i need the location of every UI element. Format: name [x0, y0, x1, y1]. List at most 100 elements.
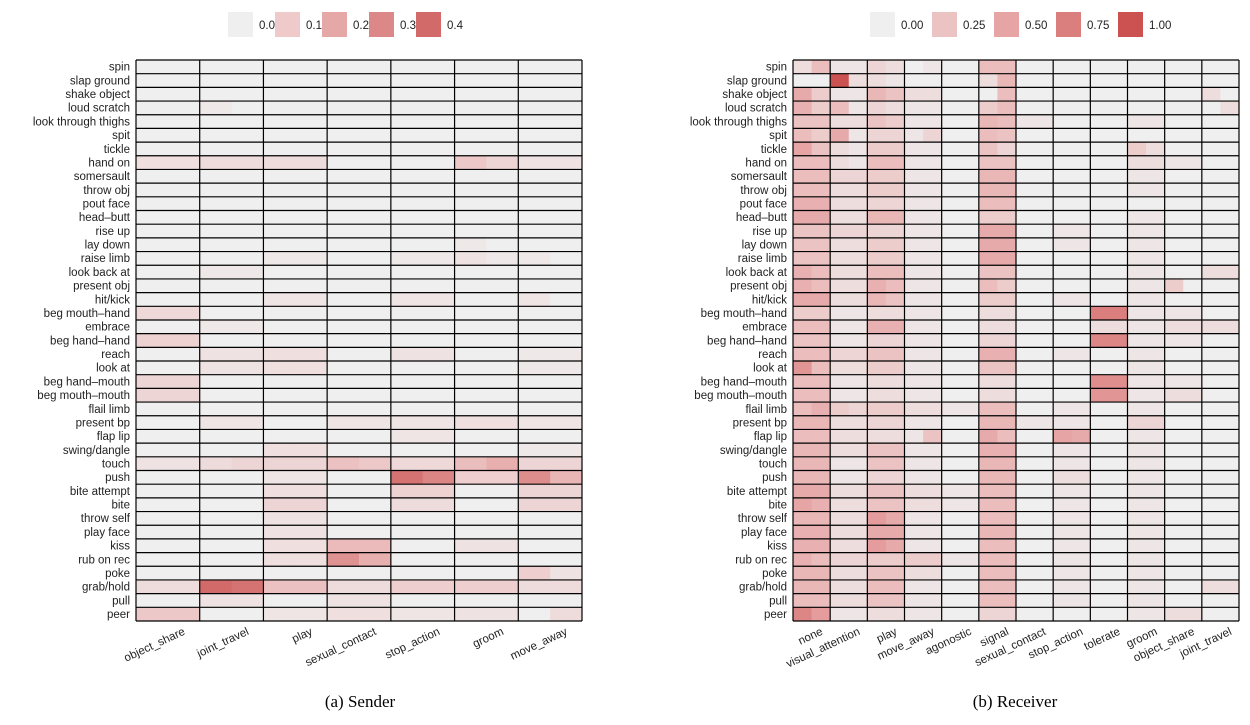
heatmap-cell: [295, 87, 328, 102]
heatmap-cell: [550, 73, 583, 88]
heatmap-cell: [904, 319, 924, 335]
heatmap-cell: [978, 538, 998, 553]
panel-caption: (a) Sender: [325, 692, 396, 711]
heatmap-cell: [1108, 251, 1128, 266]
heatmap-cell: [518, 443, 551, 458]
heatmap-cell: [885, 183, 905, 198]
heatmap-cell: [295, 292, 328, 307]
heatmap-cell: [1108, 525, 1128, 540]
heatmap-cell: [390, 607, 424, 622]
heatmap-cell: [359, 484, 392, 499]
heatmap-cell: [390, 60, 424, 75]
row-label: rise up: [95, 226, 130, 238]
heatmap-cell: [1108, 443, 1128, 458]
heatmap-cell: [867, 525, 887, 540]
heatmap-cell: [518, 374, 551, 389]
heatmap-cell: [1183, 579, 1203, 595]
heatmap-cell: [136, 347, 169, 362]
heatmap-cell: [848, 101, 868, 116]
legend-swatch: [369, 12, 394, 37]
heatmap-cell: [199, 224, 232, 239]
heatmap-cell: [1183, 183, 1203, 198]
heatmap-cell: [960, 101, 980, 116]
heatmap-cell: [1146, 210, 1166, 225]
heatmap-cell: [904, 87, 924, 102]
heatmap-cell: [486, 538, 519, 553]
heatmap-cell: [997, 388, 1017, 403]
heatmap-cell: [422, 60, 455, 75]
heatmap-cell: [848, 443, 868, 458]
heatmap-cell: [811, 278, 831, 294]
heatmap-cell: [136, 237, 169, 252]
heatmap-cell: [1016, 388, 1035, 403]
heatmap-cell: [422, 265, 455, 280]
heatmap-cell: [1016, 552, 1035, 567]
heatmap-cell: [136, 142, 169, 157]
heatmap-cell: [1127, 388, 1147, 403]
heatmap-cell: [136, 319, 169, 335]
heatmap-cell: [1220, 443, 1240, 458]
heatmap-cell: [793, 497, 812, 512]
heatmap-cell: [486, 374, 519, 389]
heatmap-cell: [1201, 319, 1221, 335]
heatmap-cell: [518, 525, 551, 540]
heatmap-cell: [454, 306, 487, 321]
heatmap-cell: [295, 579, 328, 595]
heatmap-cell: [1220, 87, 1240, 102]
heatmap-cell: [1201, 278, 1221, 294]
heatmap-cell: [550, 374, 583, 389]
heatmap-cell: [359, 73, 392, 88]
heatmap-cell: [167, 319, 201, 335]
heatmap-cell: [1183, 388, 1203, 403]
heatmap-cell: [1016, 443, 1035, 458]
heatmap-cell: [923, 101, 943, 116]
heatmap-cell: [848, 237, 868, 252]
heatmap-cell: [848, 484, 868, 499]
heatmap-cell: [136, 456, 169, 471]
heatmap-cell: [199, 169, 232, 184]
heatmap-cell: [1146, 415, 1166, 430]
heatmap-cell: [1146, 292, 1166, 307]
heatmap-cell: [422, 552, 455, 567]
heatmap-cell: [136, 155, 169, 170]
heatmap-cell: [923, 415, 943, 430]
heatmap-cell: [1016, 456, 1035, 471]
heatmap-cell: [486, 237, 519, 252]
heatmap-cell: [327, 60, 360, 75]
heatmap-cell: [518, 607, 551, 622]
heatmap-cell: [1164, 429, 1184, 444]
heatmap-cell: [1053, 169, 1073, 184]
heatmap-cell: [923, 60, 943, 75]
heatmap-cell: [830, 101, 850, 116]
heatmap-cell: [454, 196, 487, 211]
row-label: hit/kick: [752, 294, 787, 306]
heatmap-cell: [263, 155, 296, 170]
heatmap-cell: [136, 374, 169, 389]
heatmap-cell: [1183, 415, 1203, 430]
heatmap-cell: [830, 402, 850, 417]
heatmap-cell: [1108, 538, 1128, 553]
row-label: shake object: [65, 89, 130, 101]
heatmap-cell: [1220, 306, 1240, 321]
heatmap-cell: [199, 566, 232, 581]
heatmap-cell: [422, 224, 455, 239]
heatmap-cell: [1108, 552, 1128, 567]
heatmap-cell: [941, 128, 961, 143]
row-label: somersault: [731, 171, 788, 183]
heatmap-cell: [848, 278, 868, 294]
heatmap-cell: [231, 538, 264, 553]
heatmap-cell: [997, 196, 1017, 211]
heatmap-cell: [867, 60, 887, 75]
heatmap-cell: [1146, 552, 1166, 567]
heatmap-cell: [1071, 155, 1091, 170]
heatmap-cell: [518, 593, 551, 608]
heatmap-cell: [263, 497, 296, 512]
heatmap-cell: [422, 101, 455, 116]
heatmap-cell: [885, 292, 905, 307]
row-label: look back at: [726, 267, 788, 279]
heatmap-cell: [295, 142, 328, 157]
heatmap-cell: [1220, 101, 1240, 116]
heatmap-cell: [867, 278, 887, 294]
heatmap-cell: [1016, 114, 1035, 129]
heatmap-cell: [167, 224, 201, 239]
